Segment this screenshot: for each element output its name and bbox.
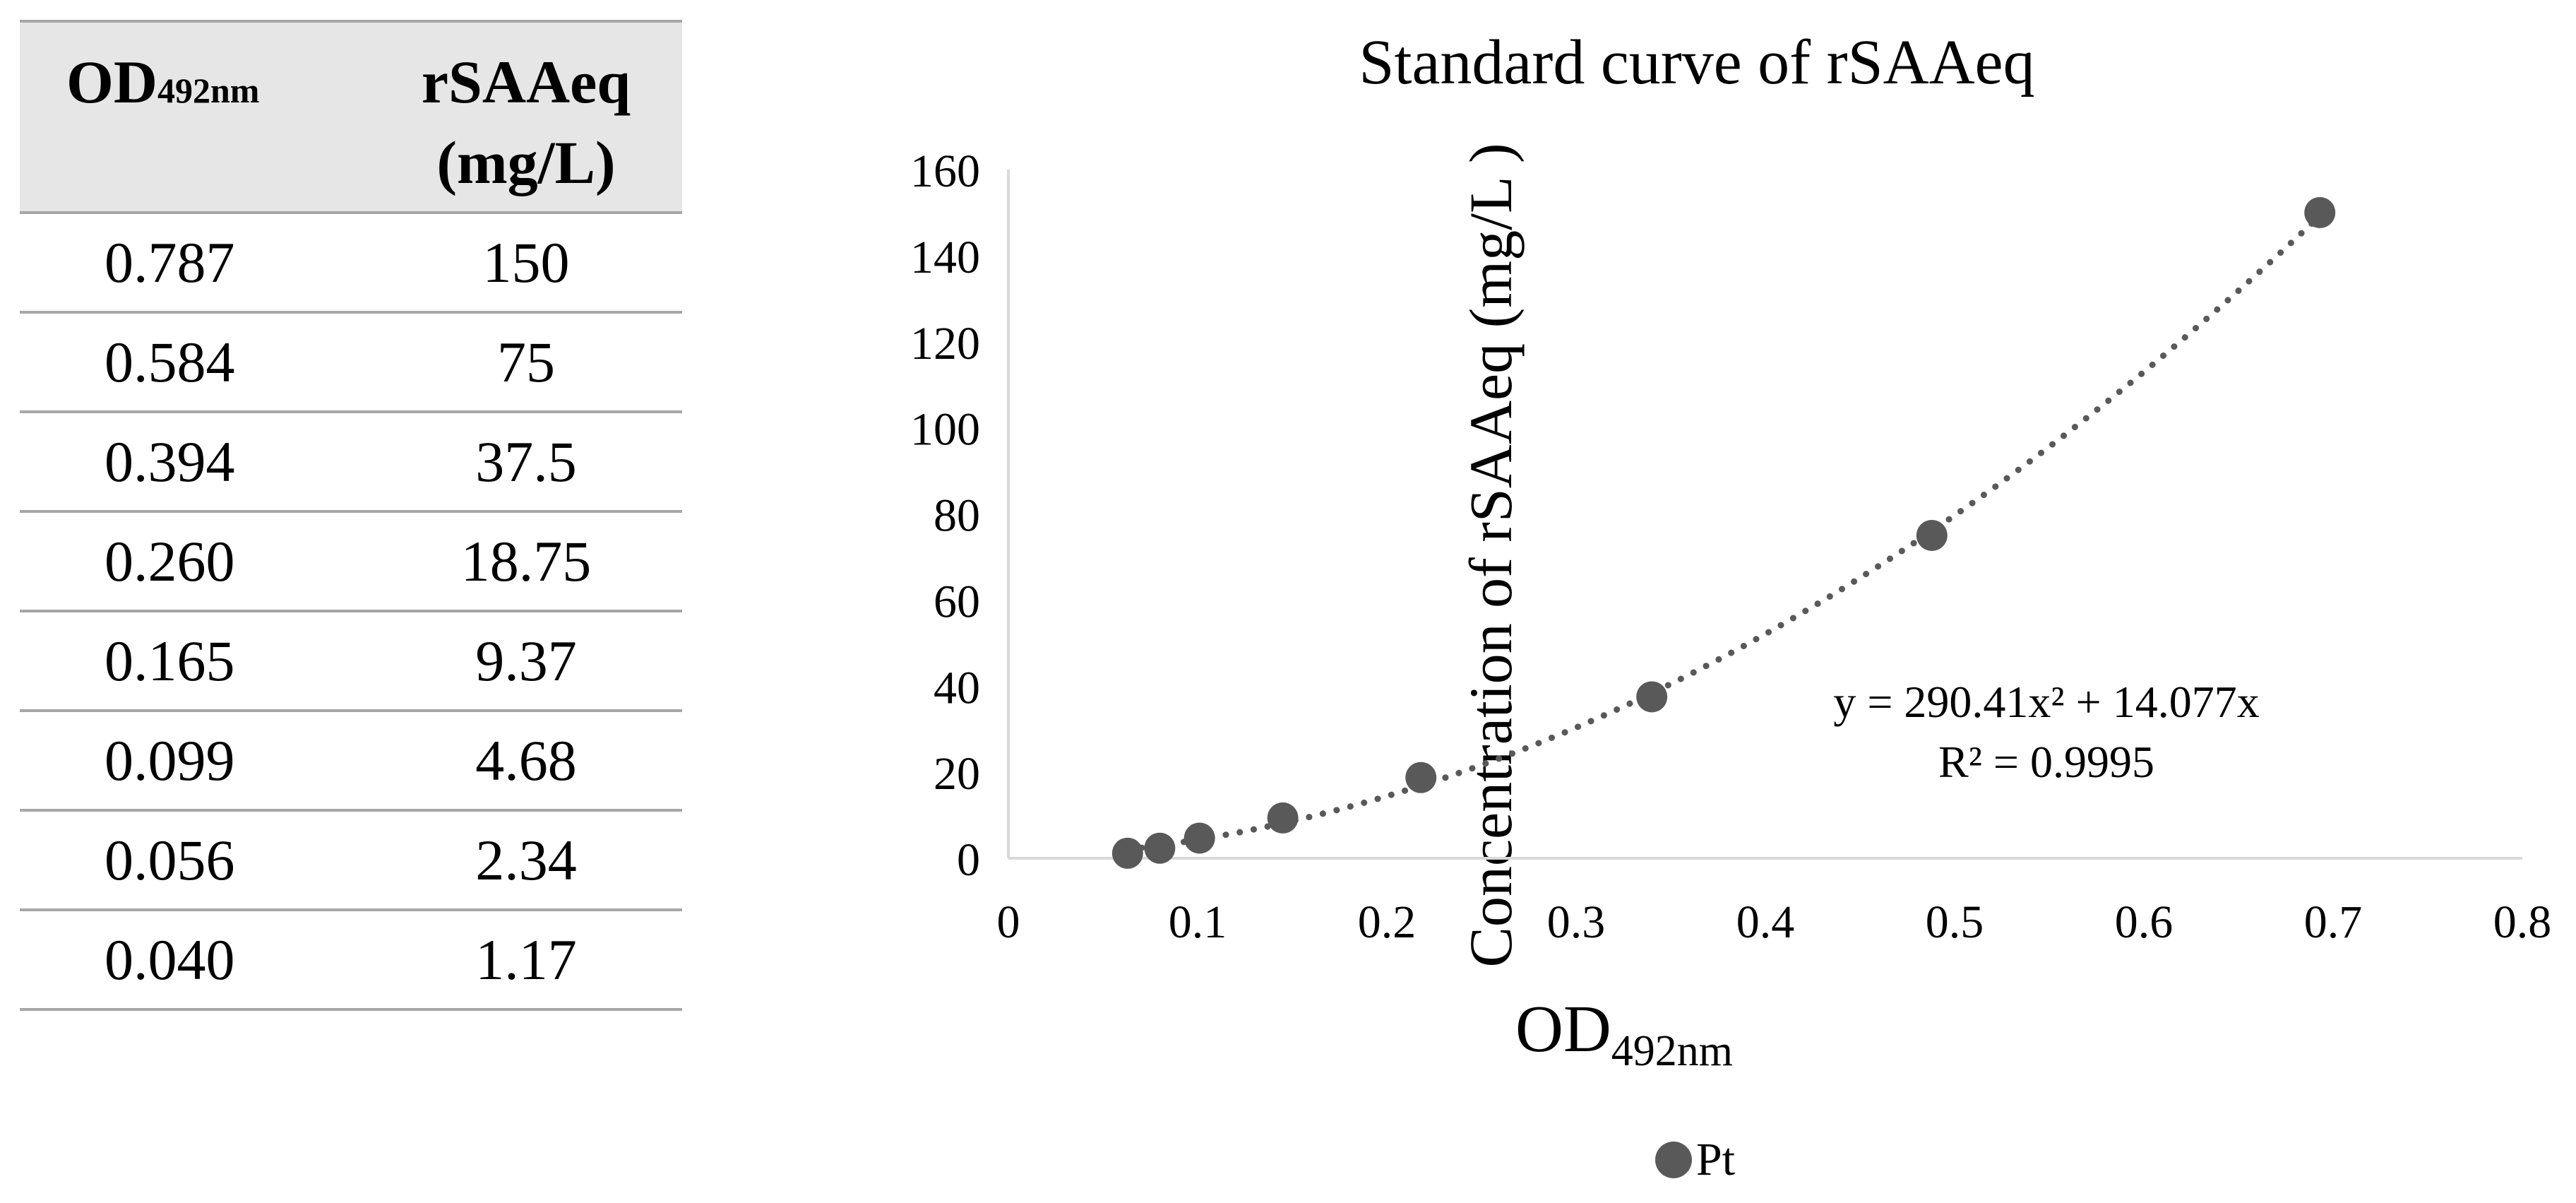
concentration-cell: 2.34 [370,810,682,912]
r-squared-label: R² = 0.9995 [1938,737,2154,787]
x-tick-label: 0.3 [1547,896,1606,948]
y-tick-label: 160 [910,146,980,197]
data-table: OD492nm rSAAeq (mg/L) 0.787 150 0.584 75 0.… [20,20,682,1012]
axes [1007,170,2522,860]
table-row: 0.394 37.5 [20,412,682,514]
od-cell: 0.165 [20,611,370,713]
x-tick-label: 0.6 [2115,896,2174,948]
trendline [1124,213,2323,853]
data-point [1183,822,1215,854]
concentration-cell: 4.68 [370,711,682,812]
od-cell: 0.394 [20,412,370,514]
y-tick-label: 100 [910,404,980,456]
data-point [1636,681,1668,713]
y-tick-label: 60 [934,576,980,627]
x-tick-label: 0 [997,896,1020,948]
table-row: 0.040 1.17 [20,910,682,1012]
od-cell: 0.099 [20,711,370,812]
data-point [1267,802,1299,834]
table-header-row: OD492nm rSAAeq (mg/L) [20,21,682,213]
y-tick-label: 0 [957,834,980,886]
x-tick-label: 0.5 [1926,896,1984,948]
header-od: OD492nm [20,21,370,213]
x-tick-label: 0.1 [1169,896,1227,948]
scatter-chart: Standard curve of rSAAeq Concentration o… [910,28,2552,1185]
chart-title: Standard curve of rSAAeq [1359,28,2034,97]
od-cell: 0.787 [20,213,370,314]
x-tick-label: 0.4 [1736,896,1795,948]
od-cell: 0.040 [20,910,370,1012]
y-tick-label: 140 [910,232,980,283]
data-point [1405,761,1437,793]
legend-marker-icon [1655,1142,1692,1178]
table-row: 0.099 4.68 [20,711,682,812]
data-point [1111,837,1143,869]
data-point [1916,519,1948,551]
od-cell: 0.260 [20,511,370,613]
data-point [2304,196,2336,228]
trendline-equation: y = 290.41x² + 14.077x [1833,677,2259,727]
od-cell: 0.584 [20,312,370,414]
header-concentration: rSAAeq (mg/L) [370,21,682,213]
x-tick-label: 0.2 [1358,896,1417,948]
table-row: 0.584 75 [20,312,682,414]
legend-label: Pt [1696,1134,1735,1185]
legend: Pt [1655,1134,1735,1185]
x-tick-labels: 0 0.1 0.2 0.3 0.4 0.5 0.6 0.7 0.8 [997,896,2552,948]
table-row: 0.260 18.75 [20,511,682,613]
x-axis-label-sub: 492nm [1611,1027,1733,1075]
concentration-cell: 1.17 [370,910,682,1012]
y-tick-labels: 0 20 40 60 80 100 120 140 160 [910,146,980,886]
x-axis-label-main: OD [1515,992,1611,1066]
table-row: 0.056 2.34 [20,810,682,912]
y-tick-label: 80 [934,490,980,542]
y-tick-label: 120 [910,318,980,369]
concentration-cell: 9.37 [370,611,682,713]
y-tick-label: 40 [934,662,980,713]
data-points [1111,196,2336,869]
data-point [1144,832,1176,864]
table-row: 0.787 150 [20,213,682,314]
x-tick-label: 0.7 [2304,896,2363,948]
concentration-cell: 18.75 [370,511,682,613]
y-axis-label: Concentration of rSAAeq (mg/L ) [1457,143,1525,967]
concentration-cell: 150 [370,213,682,314]
y-tick-label: 20 [934,748,980,800]
table-row: 0.165 9.37 [20,611,682,713]
od-cell: 0.056 [20,810,370,912]
x-tick-label: 0.8 [2493,896,2552,948]
concentration-cell: 37.5 [370,412,682,514]
x-axis-label: OD492nm [1515,992,1733,1075]
concentration-cell: 75 [370,312,682,414]
